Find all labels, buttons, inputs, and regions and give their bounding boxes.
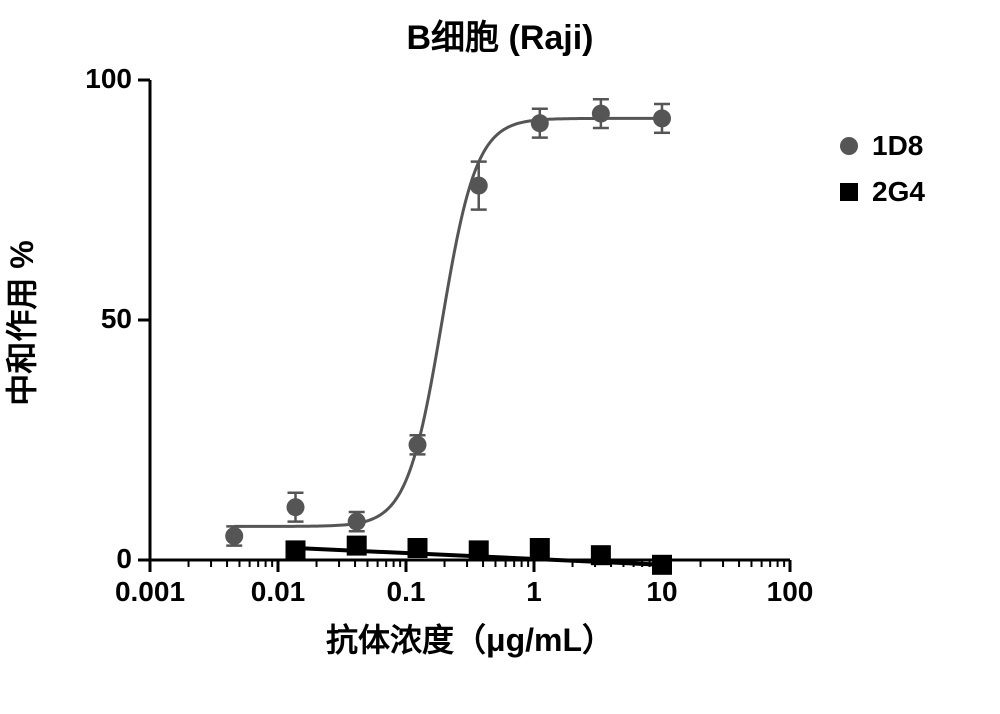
legend-label: 2G4 [872,176,925,208]
legend-item: 1D8 [840,130,923,162]
square-icon [840,183,858,201]
x-tick-label: 10 [622,576,702,608]
circle-icon [840,137,858,155]
y-tick-label: 50 [101,303,132,335]
x-tick-label: 0.001 [110,576,190,608]
legend-label: 1D8 [872,130,923,162]
x-tick-label: 0.01 [238,576,318,608]
legend-item: 2G4 [840,176,925,208]
y-tick-label: 100 [85,63,132,95]
x-tick-label: 0.1 [366,576,446,608]
x-tick-label: 1 [494,576,574,608]
chart-container: B细胞 (Raji) 中和作用 % 抗体浓度（μg/mL） 0501000.00… [0,0,1000,714]
x-tick-label: 100 [750,576,830,608]
y-tick-label: 0 [116,543,132,575]
